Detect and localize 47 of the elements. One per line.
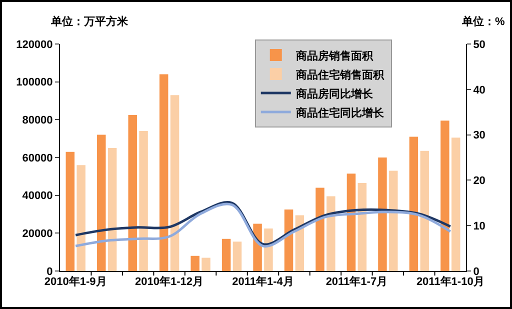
- y-tick-label: 40000: [22, 190, 53, 202]
- y-tick-label: 20000: [22, 228, 53, 240]
- bar: [389, 170, 398, 271]
- bar: [451, 138, 460, 271]
- y2-tick-label: 10: [473, 220, 486, 232]
- y-tick-label: 0: [46, 266, 53, 278]
- bar: [159, 74, 168, 271]
- legend-label: 商品房销售面积: [294, 49, 374, 62]
- bar: [66, 152, 75, 271]
- y2-tick-label: 20: [473, 175, 486, 188]
- bar: [202, 258, 210, 271]
- bar: [420, 150, 429, 271]
- y2-tick-label: 30: [473, 130, 486, 142]
- y-tick-label: 80000: [22, 114, 53, 127]
- y-tick-label: 60000: [22, 152, 53, 164]
- x-tick-label: 2011年1-10月: [416, 275, 484, 288]
- bar: [316, 188, 324, 271]
- bar: [97, 134, 106, 271]
- y2-axis-title: 单位：%: [461, 15, 505, 28]
- y-tick-label: 100000: [16, 76, 53, 89]
- bar: [378, 158, 387, 271]
- bar: [128, 114, 137, 271]
- bar: [232, 242, 242, 271]
- bar: [139, 131, 148, 271]
- bar: [326, 196, 336, 271]
- bar: [284, 210, 294, 271]
- legend-label: 商品住宅同比增长: [294, 106, 385, 120]
- y2-tick-label: 40: [473, 84, 486, 96]
- bar: [295, 215, 304, 271]
- x-tick-label: 2011年1-4月: [232, 275, 294, 288]
- y-axis-title: 单位：万平方米: [50, 15, 129, 28]
- bar: [190, 256, 200, 271]
- x-tick-label: 2011年1-7月: [326, 275, 388, 288]
- bar: [222, 238, 231, 271]
- y2-tick-label: 50: [473, 38, 486, 51]
- x-tick-label: 2010年1-9月: [44, 275, 107, 288]
- y-tick-label: 120000: [16, 38, 53, 51]
- bar: [409, 136, 418, 271]
- bar: [440, 120, 450, 271]
- bar: [358, 183, 367, 271]
- bar: [170, 95, 180, 271]
- legend-label: 商品房同比增长: [294, 87, 374, 100]
- bar: [108, 148, 117, 271]
- x-tick-label: 2010年1-12月: [135, 275, 204, 288]
- bar: [76, 165, 86, 271]
- legend-label: 商品住宅销售面积: [294, 68, 385, 82]
- bar: [346, 174, 356, 271]
